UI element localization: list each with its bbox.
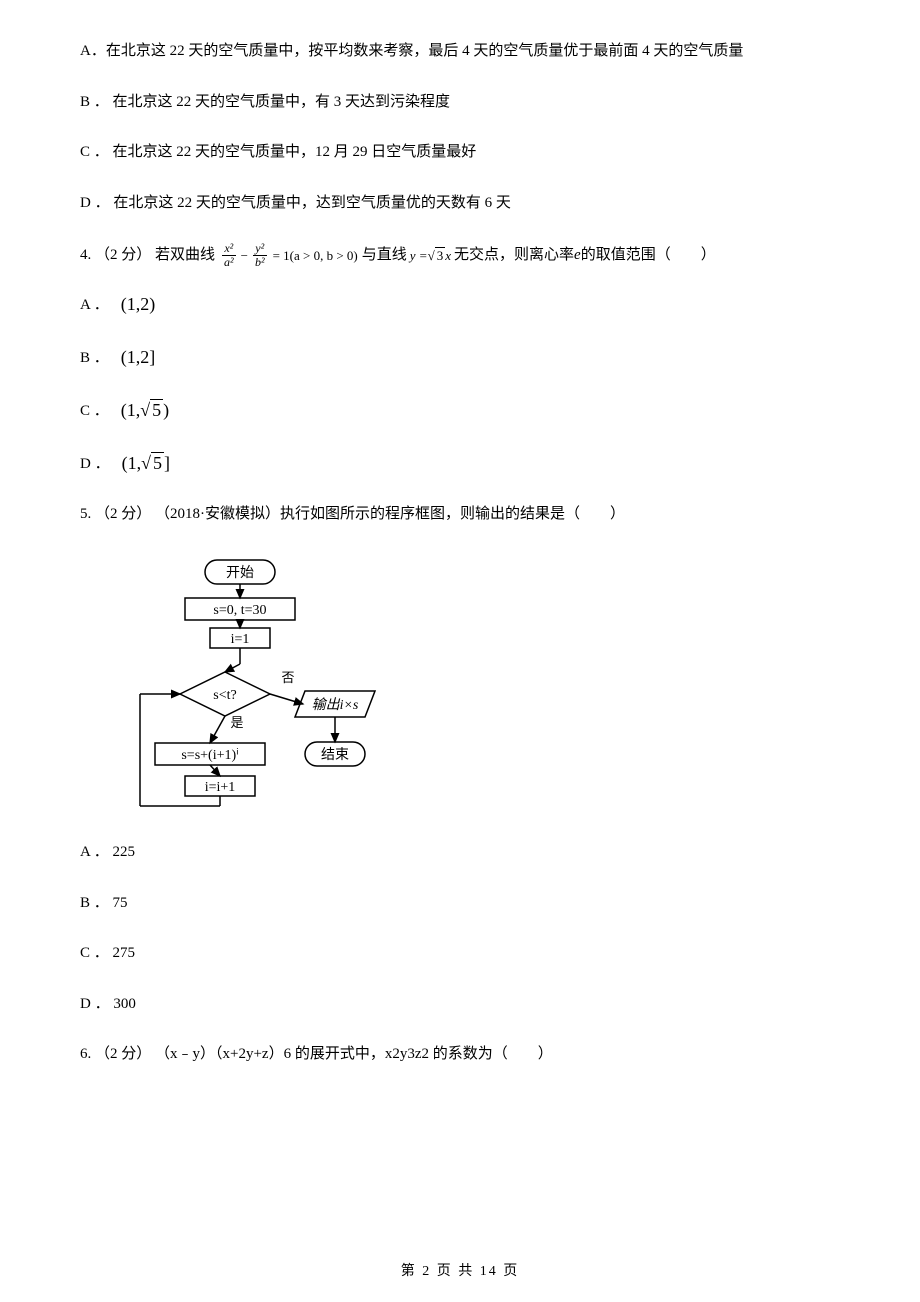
q5-option-d: D ． 300 <box>80 993 840 1016</box>
q4-c-close: ) <box>163 397 169 424</box>
svg-text:s=s+(i+1)ⁱ: s=s+(i+1)ⁱ <box>181 748 238 763</box>
q4-eq-tail: = 1(a > 0, b > 0) <box>273 246 358 266</box>
q4-d-1: 1, <box>128 450 142 477</box>
svg-text:i=i+1: i=i+1 <box>205 780 236 795</box>
q5-stem: 5. （2 分） （2018·安徽模拟）执行如图所示的程序框图，则输出的结果是（… <box>80 503 840 526</box>
q4-d-close: ] <box>164 450 170 477</box>
q4-d-label: D ． <box>80 453 110 476</box>
q4-line-formula: y = 3 x <box>410 246 451 266</box>
flowchart-svg: 开始 s=0, t=30 i=1 s<t? 输出i×s s=s+(i+1)ⁱ i=i+1 结束… <box>110 554 400 814</box>
svg-text:开始: 开始 <box>226 565 254 581</box>
q4-c-label: C ． <box>80 400 109 423</box>
svg-text:结束: 结束 <box>321 747 349 763</box>
q3-option-c: C ． 在北京这 22 天的空气质量中，12 月 29 日空气质量最好 <box>80 141 840 164</box>
sqrt-icon: 3 <box>428 246 446 266</box>
q4-frac2-den: b² <box>253 256 267 269</box>
svg-text:i=1: i=1 <box>231 632 250 647</box>
q4-sqrt3: 3 <box>435 247 446 263</box>
q4-hyperbola-formula: x² a² − y² b² = 1(a > 0, b > 0) <box>219 242 358 269</box>
q4-a-close: ) <box>149 291 155 318</box>
q6-stem: 6. （2 分） （x﹣y）（x+2y+z）6 的展开式中，x2y3z2 的系数… <box>80 1043 840 1066</box>
q4-c-1: 1, <box>127 397 141 424</box>
q4-a-label: A ． <box>80 294 109 317</box>
sqrt-icon: 5 <box>140 397 163 424</box>
q4-prefix: 4. （2 分） 若双曲线 <box>80 244 215 267</box>
q4-a-1: 1, <box>127 291 141 318</box>
q3-option-a: A．在北京这 22 天的空气质量中，按平均数来考察，最后 4 天的空气质量优于最… <box>80 40 840 63</box>
q4-a-2: 2 <box>140 291 149 318</box>
q3-option-b: B ． 在北京这 22 天的空气质量中，有 3 天达到污染程度 <box>80 91 840 114</box>
page-footer: 第 2 页 共 14 页 <box>0 1261 920 1282</box>
q4-option-a: A ． ( 1, 2 ) <box>80 291 840 318</box>
q4-stem: 4. （2 分） 若双曲线 x² a² − y² b² = 1(a > 0, b… <box>80 242 840 269</box>
q4-option-d: D ． ( 1, 5 ] <box>80 450 840 477</box>
q5-option-c: C ． 275 <box>80 942 840 965</box>
q4-mid2: 无交点，则离心率 <box>454 244 574 267</box>
svg-text:否: 否 <box>281 670 294 685</box>
q3-option-d: D ． 在北京这 22 天的空气质量中，达到空气质量优的天数有 6 天 <box>80 192 840 215</box>
svg-text:是: 是 <box>230 715 243 730</box>
q5-flowchart: 开始 s=0, t=30 i=1 s<t? 输出i×s s=s+(i+1)ⁱ i=i+1 结束… <box>110 554 840 822</box>
q4-b-2: 2 <box>140 344 149 371</box>
q4-b-label: B ． <box>80 347 109 370</box>
q4-frac1-num: x² <box>222 242 236 256</box>
q4-c-sqrt: 5 <box>150 399 163 420</box>
svg-text:s=0, t=30: s=0, t=30 <box>213 603 266 618</box>
q4-option-b: B ． ( 1, 2 ] <box>80 344 840 371</box>
q5-option-b: B ． 75 <box>80 892 840 915</box>
q4-e: e <box>574 244 581 267</box>
q4-suffix: 的取值范围（ ） <box>581 244 716 267</box>
q4-line-x: x <box>445 246 451 266</box>
svg-text:s<t?: s<t? <box>213 688 236 703</box>
q4-option-c: C ． ( 1, 5 ) <box>80 397 840 424</box>
sqrt-icon: 5 <box>141 450 164 477</box>
q4-frac2-num: y² <box>253 242 267 256</box>
q4-minus: − <box>241 246 248 266</box>
q5-option-a: A ． 225 <box>80 841 840 864</box>
q4-b-close: ] <box>149 344 155 371</box>
q4-d-sqrt: 5 <box>151 452 164 473</box>
q4-frac1-den: a² <box>222 256 236 269</box>
q4-mid1: 与直线 <box>362 244 407 267</box>
svg-text:输出i×s: 输出i×s <box>312 697 359 713</box>
q4-line-y: y = <box>410 246 428 266</box>
q4-b-1: 1, <box>127 344 141 371</box>
